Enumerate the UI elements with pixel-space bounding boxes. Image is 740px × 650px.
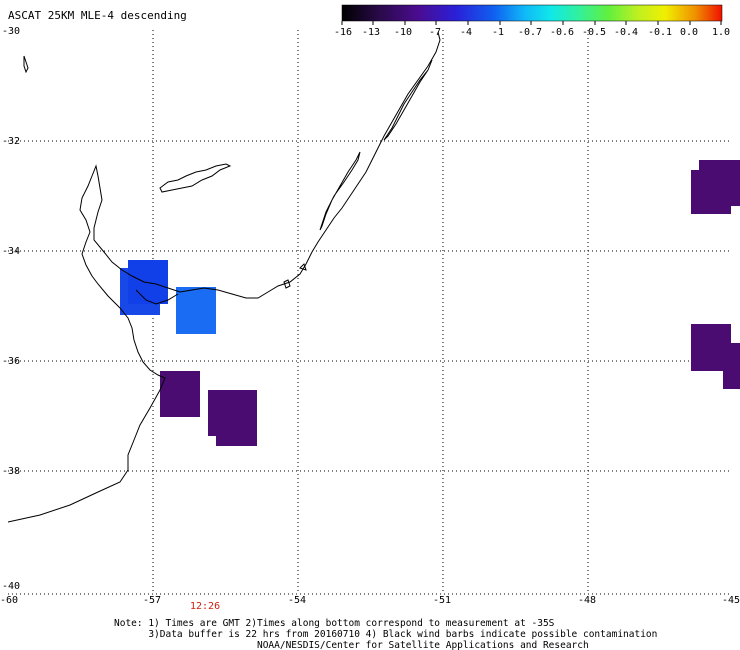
colorbar-label: -0.5 xyxy=(582,27,607,38)
colorbar-ticks xyxy=(341,21,722,25)
colorbar-label: -0.6 xyxy=(550,27,575,38)
y-tick-label: -32 xyxy=(2,136,21,147)
colorbar xyxy=(341,4,723,25)
footnote: Note: 1) Times are GMT 2)Times along bot… xyxy=(114,618,657,650)
y-tick-label: -30 xyxy=(2,26,21,37)
colorbar-label: 1.0 xyxy=(712,27,731,38)
wind-cell xyxy=(160,371,200,417)
wind-cells xyxy=(120,160,740,446)
coastline xyxy=(7,31,441,523)
x-tick-label: -48 xyxy=(578,595,597,606)
colorbar-label: -4 xyxy=(460,27,473,38)
y-tick-label: -40 xyxy=(2,581,21,592)
y-tick-label: -34 xyxy=(2,246,21,257)
y-tick-label: -36 xyxy=(2,356,21,367)
wind-cell xyxy=(723,343,740,389)
colorbar-label: -16 xyxy=(334,27,353,38)
y-tick-label: -38 xyxy=(2,466,21,477)
colorbar-label: -10 xyxy=(394,27,413,38)
colorbar-label: -0.4 xyxy=(614,27,639,38)
wind-cell xyxy=(699,160,740,206)
colorbar-label: 0.0 xyxy=(680,27,699,38)
map-title: ASCAT 25KM MLE-4 descending xyxy=(8,9,187,22)
colorbar-label: -1 xyxy=(492,27,505,38)
colorbar-label: -0.7 xyxy=(518,27,543,38)
x-tick-label: -51 xyxy=(433,595,452,606)
x-tick-label: -54 xyxy=(288,595,307,606)
footnote-line: 3)Data buffer is 22 hrs from 20160710 4)… xyxy=(114,629,658,640)
colorbar-label: -0.1 xyxy=(648,27,673,38)
x-tick-label: -57 xyxy=(143,595,162,606)
pass-time-label: 12:26 xyxy=(190,601,221,612)
footnote-line: Note: 1) Times are GMT 2)Times along bot… xyxy=(114,618,555,629)
graticule xyxy=(8,30,732,594)
wind-cell xyxy=(128,260,168,304)
wind-cell xyxy=(176,287,216,334)
wind-cell xyxy=(216,398,257,446)
x-tick-label: -60 xyxy=(0,595,19,606)
colorbar-label: -7 xyxy=(429,27,442,38)
footnote-line: NOAA/NESDIS/Center for Satellite Applica… xyxy=(114,640,589,650)
colorbar-label: -13 xyxy=(362,27,381,38)
x-tick-label: -45 xyxy=(722,595,740,606)
colorbar-gradient xyxy=(341,4,723,22)
